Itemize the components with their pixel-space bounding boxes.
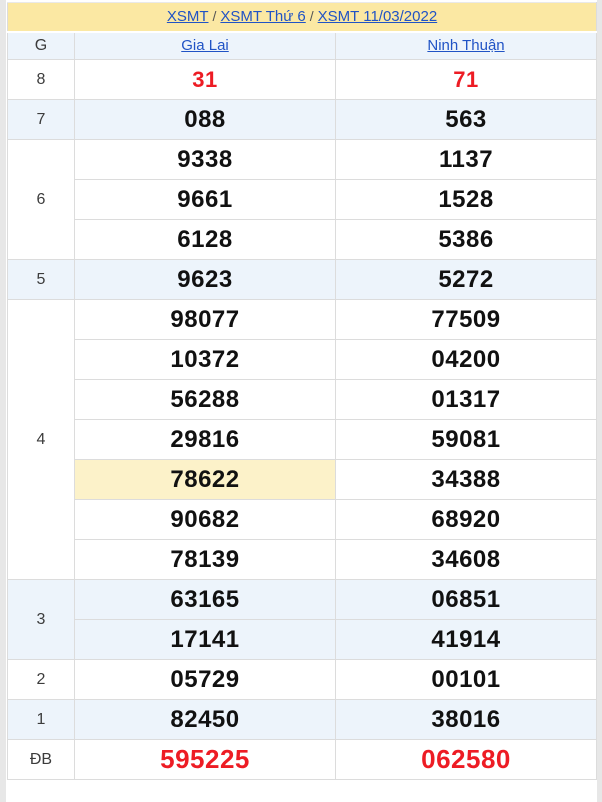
table-row: 5 9623 5272: [7, 259, 598, 300]
table-row: 10372 04200: [8, 339, 598, 380]
table-row: 2 05729 00101: [7, 659, 598, 700]
result-cell[interactable]: 088: [74, 99, 336, 140]
table-row: 17141 41914: [8, 619, 598, 660]
province-link-gia-lai[interactable]: Gia Lai: [181, 36, 229, 54]
prize-label-4: 4: [7, 299, 75, 580]
result-cell[interactable]: 05729: [74, 659, 336, 700]
breadcrumb: XSMT / XSMT Thứ 6/XSMT 11/03/2022: [6, 2, 598, 33]
table-row: 6128 5386: [8, 219, 598, 260]
result-cell[interactable]: 31: [74, 59, 336, 100]
result-cell-highlighted[interactable]: 78622: [74, 459, 336, 500]
result-cell[interactable]: 5272: [334, 259, 598, 300]
table-row: 90682 68920: [8, 499, 598, 540]
table-row: 4 98077 77509: [7, 299, 598, 580]
result-cell[interactable]: 1528: [334, 179, 598, 220]
result-cell[interactable]: 29816: [74, 419, 336, 460]
column-header-row: G Gia Lai Ninh Thuận: [7, 31, 598, 60]
prize-label-8: 8: [7, 59, 75, 100]
result-cell[interactable]: 82450: [74, 699, 336, 740]
breadcrumb-link-xsmt[interactable]: XSMT: [166, 7, 209, 25]
table-row: 7 088 563: [7, 99, 598, 140]
prize-label-db: ĐB: [7, 739, 75, 780]
result-cell[interactable]: 56288: [74, 379, 336, 420]
breadcrumb-link-xsmt-date[interactable]: XSMT 11/03/2022: [317, 7, 438, 25]
prize-label-3: 3: [7, 579, 75, 660]
prize-column-header: G: [7, 31, 75, 60]
lottery-results-table: XSMT / XSMT Thứ 6/XSMT 11/03/2022 G Gia La…: [6, 2, 598, 780]
table-row: 78139 34608: [8, 539, 598, 580]
result-cell[interactable]: 38016: [334, 699, 598, 740]
result-cell[interactable]: 17141: [74, 619, 336, 660]
table-row: 29816 59081: [8, 419, 598, 460]
table-row: 78622 34388: [8, 459, 598, 500]
prize-label-1: 1: [7, 699, 75, 740]
result-cell[interactable]: 68920: [334, 499, 598, 540]
table-row: 8 31 71: [7, 59, 598, 100]
result-cell[interactable]: 9338: [74, 139, 336, 180]
result-cell[interactable]: 59081: [334, 419, 598, 460]
breadcrumb-link-xsmt-thu6[interactable]: XSMT Thứ 6: [220, 7, 306, 25]
result-cell[interactable]: 77509: [334, 299, 598, 340]
table-row: 56288 01317: [8, 379, 598, 420]
prize-label-6: 6: [7, 139, 75, 260]
table-row: ĐB 595225 062580: [7, 739, 598, 780]
prize-label-2: 2: [7, 659, 75, 700]
result-cell[interactable]: 595225: [74, 739, 336, 780]
result-cell[interactable]: 90682: [74, 499, 336, 540]
breadcrumb-separator: /: [212, 7, 217, 24]
prize-label-5: 5: [7, 259, 75, 300]
result-cell[interactable]: 062580: [334, 739, 598, 780]
result-cell[interactable]: 06851: [334, 579, 598, 620]
result-cell[interactable]: 01317: [334, 379, 598, 420]
result-cell[interactable]: 34388: [334, 459, 598, 500]
result-cell[interactable]: 10372: [74, 339, 336, 380]
result-cell[interactable]: 63165: [74, 579, 336, 620]
table-row: 6 9338 1137: [7, 139, 598, 260]
table-row: 9661 1528: [8, 179, 598, 220]
result-cell[interactable]: 563: [334, 99, 598, 140]
result-cell[interactable]: 5386: [334, 219, 598, 260]
result-cell[interactable]: 71: [334, 59, 598, 100]
result-cell[interactable]: 9623: [74, 259, 336, 300]
result-cell[interactable]: 9661: [74, 179, 336, 220]
result-cell[interactable]: 98077: [74, 299, 336, 340]
result-cell[interactable]: 41914: [334, 619, 598, 660]
province-link-ninh-thuan[interactable]: Ninh Thuận: [427, 36, 505, 54]
breadcrumb-separator: /: [309, 7, 314, 24]
result-cell[interactable]: 6128: [74, 219, 336, 260]
result-cell[interactable]: 04200: [334, 339, 598, 380]
table-row: 1 82450 38016: [7, 699, 598, 740]
result-cell[interactable]: 34608: [334, 539, 598, 580]
result-cell[interactable]: 00101: [334, 659, 598, 700]
result-cell[interactable]: 78139: [74, 539, 336, 580]
prize-label-7: 7: [7, 99, 75, 140]
table-row: 3 63165 06851: [7, 579, 598, 660]
result-cell[interactable]: 1137: [334, 139, 598, 180]
content-panel: XSMT / XSMT Thứ 6/XSMT 11/03/2022 G Gia La…: [6, 0, 598, 802]
